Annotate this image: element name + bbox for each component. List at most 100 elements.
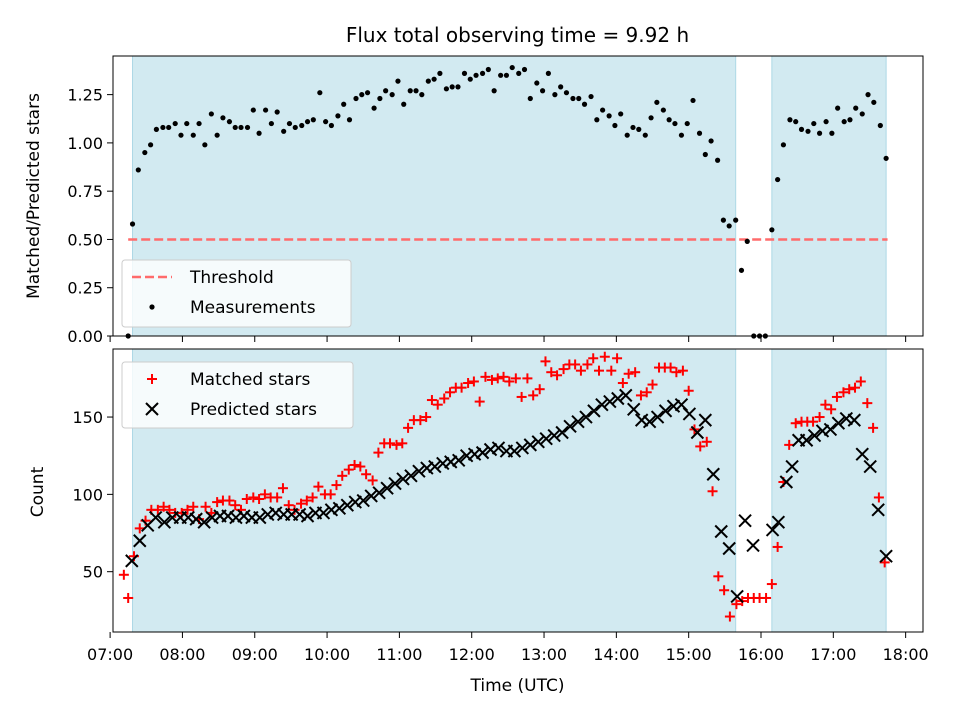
- predicted-point: [388, 476, 402, 491]
- predicted-point: [205, 510, 219, 525]
- y-tick-label: 0.75: [67, 182, 103, 201]
- measurement-point: [769, 227, 775, 233]
- predicted-point: [815, 424, 830, 438]
- matched-series: [118, 351, 890, 622]
- predicted-point: [475, 445, 490, 460]
- measurement-point: [787, 117, 793, 123]
- predicted-point: [563, 419, 577, 434]
- measurement-point: [581, 101, 588, 107]
- predicted-point: [611, 391, 625, 406]
- measurement-point: [678, 132, 685, 138]
- matched-point: [677, 365, 688, 376]
- predicted-point: [467, 447, 482, 461]
- y-tick-label: 1.25: [67, 86, 103, 105]
- matched-point: [719, 585, 730, 596]
- predicted-point: [785, 459, 799, 474]
- predicted-point: [603, 394, 617, 409]
- y-tick-label: 0.00: [67, 327, 103, 346]
- measurement-point: [190, 132, 196, 138]
- y-axis-label-count: Count: [28, 466, 48, 517]
- matched-point: [665, 362, 676, 373]
- measurement-point: [545, 70, 551, 76]
- predicted-point: [765, 523, 780, 537]
- measurement-point: [793, 119, 799, 125]
- measurement-point: [401, 101, 407, 107]
- predicted-point: [237, 509, 251, 523]
- measurement-point: [443, 86, 450, 92]
- measurement-point: [666, 117, 672, 123]
- predicted-point: [125, 554, 139, 568]
- matched-point: [152, 504, 163, 515]
- predicted-point: [738, 513, 752, 528]
- measurement-point: [425, 78, 431, 84]
- matched-point: [862, 398, 873, 409]
- measurement-point: [871, 99, 877, 105]
- predicted-point: [666, 399, 681, 413]
- matched-point: [606, 365, 617, 376]
- legend-box: [121, 259, 352, 328]
- matched-point: [814, 412, 825, 423]
- matched-legend-swatch: [147, 374, 157, 384]
- measurement-point: [461, 70, 468, 76]
- matched-point: [445, 387, 456, 398]
- matched-point: [707, 486, 718, 497]
- matched-point: [713, 571, 724, 582]
- chart-title: Flux total observing time = 9.92 h: [346, 23, 689, 47]
- predicted-point: [839, 411, 854, 426]
- measurement-point: [214, 132, 220, 138]
- measurement-point: [600, 107, 606, 113]
- x-tick-label: 11:00: [376, 645, 422, 664]
- measurements-series: [125, 64, 889, 339]
- matched-point: [731, 599, 742, 610]
- predicted-point: [531, 435, 545, 449]
- matched-point: [158, 501, 169, 512]
- measurement-point: [636, 126, 642, 132]
- measurement-point: [346, 117, 353, 123]
- measurement-point: [129, 221, 136, 227]
- measurements-legend-swatch: [149, 304, 155, 310]
- predicted-point: [863, 459, 877, 474]
- matched-point: [331, 480, 342, 491]
- measurement-point: [521, 66, 528, 73]
- measurement-point: [449, 84, 455, 90]
- measurement-point: [805, 128, 811, 134]
- matched-point: [373, 447, 384, 458]
- measurement-point: [371, 105, 377, 111]
- predicted-point: [428, 459, 442, 474]
- predicted-point: [706, 467, 720, 481]
- observing-span: [771, 348, 887, 633]
- matched-point: [277, 483, 288, 494]
- measurement-point: [624, 132, 630, 138]
- predicted-point: [348, 495, 362, 509]
- measurement-point: [323, 119, 329, 125]
- predicted-point: [799, 433, 814, 447]
- matched-point: [701, 436, 712, 447]
- y-axis-ticks: 50 100 150: [72, 408, 113, 582]
- x-tick-label: 10:00: [304, 645, 350, 664]
- predicted-point: [879, 549, 893, 563]
- predicted-point: [658, 404, 673, 418]
- x-tick-label: 15:00: [666, 645, 712, 664]
- x-tick-label: 09:00: [232, 645, 278, 664]
- matched-point: [630, 367, 641, 378]
- predicted-point: [372, 486, 386, 500]
- matched-point: [254, 494, 265, 505]
- legend-matched-label: Matched stars: [190, 370, 310, 390]
- measurement-point: [202, 142, 208, 148]
- matched-point: [575, 365, 586, 376]
- measurement-point: [226, 119, 233, 125]
- ratio-panel: 0.00 0.25 0.50 0.75 1.00 1.25 Matched/Predict…: [24, 55, 924, 346]
- predicted-point: [722, 541, 736, 556]
- matched-point: [510, 373, 521, 384]
- measurement-point: [304, 119, 311, 125]
- measurement-point: [208, 111, 214, 117]
- matched-point: [504, 376, 515, 387]
- predicted-point: [269, 506, 283, 520]
- x-axis-ticks: 07:00 08:00 09:00 10:00 11:00 12:00 13:00 14:00…: [87, 632, 929, 664]
- measurement-point: [353, 95, 359, 102]
- measurement-point: [684, 120, 690, 127]
- matched-point: [492, 373, 503, 384]
- measurement-point: [262, 107, 269, 113]
- legend: Matched stars Predicted stars: [121, 361, 354, 429]
